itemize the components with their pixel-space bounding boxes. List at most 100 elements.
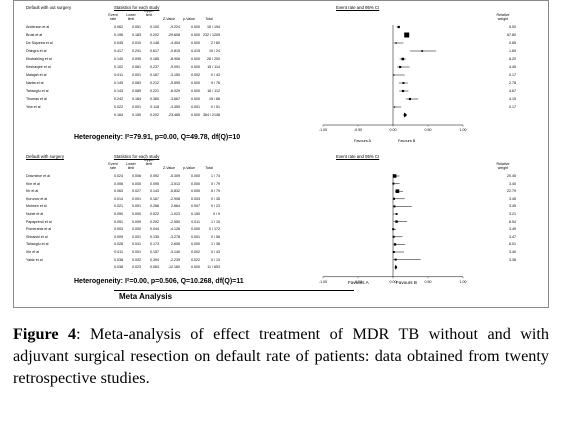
table-cell: 0.150 [191, 212, 200, 216]
divider [114, 290, 354, 291]
table-cell: 0.617 [150, 49, 159, 53]
x-tick-label: 0.50 [425, 280, 432, 284]
study-name: Mohsen et al [26, 204, 47, 209]
meta-analysis-label: Meta Analysis [119, 292, 173, 301]
table-cell: 15 / 66 [209, 97, 220, 101]
col-header-z: Z-Value [162, 17, 176, 21]
relative-weight: 0.17 [509, 105, 516, 109]
table-cell: 0.241 [132, 49, 141, 53]
table-cell: 0.006 [114, 181, 123, 186]
table-cell: -8.906 [169, 57, 180, 61]
table-cell: 0.237 [150, 65, 159, 69]
col-header-event-rate: Event rate [108, 162, 118, 170]
relative-weight: 1.69 [509, 49, 516, 53]
relative-weight: 3.40 [509, 250, 516, 254]
table-cell: 0.143 [114, 89, 123, 93]
favours-a-label: Favours A [348, 280, 369, 285]
table-cell: 364 / 2148 [203, 113, 220, 117]
study-name: Yew et al [26, 105, 41, 109]
point-estimate [392, 250, 395, 254]
table-cell: 0.051 [114, 219, 123, 224]
study-name: Tahaoglu et al [26, 89, 49, 93]
table-cell: 0.000 [132, 212, 141, 216]
relative-weight: 0.17 [509, 73, 516, 77]
study-name: Xie et al [26, 250, 39, 254]
study-name: Anderson et al [26, 25, 50, 29]
table-cell: -23.465 [167, 113, 180, 117]
table-cell: 0.062 [114, 25, 123, 29]
table-cell: 0.242 [114, 97, 123, 101]
table-cell: 0.061 [132, 65, 141, 69]
relative-weight: 8.20 [509, 57, 516, 61]
table-cell: 0.135 [150, 234, 159, 239]
relative-weight: 3.38 [509, 257, 516, 262]
table-cell: 0.041 [132, 242, 141, 247]
relative-weight: 4.45 [509, 65, 516, 69]
table-cell: -3.513 [169, 181, 180, 186]
table-cell: 0.011 [114, 250, 123, 254]
col-header-upper: Upper limit [144, 158, 154, 166]
table-cell: 2.606 [171, 242, 180, 247]
table-cell: 0.022 [150, 212, 159, 216]
study-name: Kurunov et al [26, 196, 48, 201]
table-cell: 9 / 76 [211, 81, 220, 85]
table-cell: 0.038 [114, 265, 123, 270]
table-cell: 0 / 43 [211, 73, 220, 77]
table-cell: 0.001 [132, 105, 141, 109]
table-cell: 0.212 [150, 81, 159, 85]
table-cell: -4.404 [169, 41, 180, 45]
table-cell: 0.010 [132, 41, 141, 45]
table-cell: 0.000 [191, 113, 200, 117]
table-cell: 0.044 [150, 227, 159, 232]
x-tick-label: 0.00 [390, 280, 397, 284]
caption-text: : Meta-analysis of effect treatment of M… [13, 325, 550, 387]
table-cell: 0.002 [191, 250, 200, 254]
table-cell: -9.224 [169, 25, 180, 29]
study-name: Pomerantz et al [26, 227, 52, 232]
table-cell: 0.001 [132, 234, 141, 239]
point-estimate [393, 243, 397, 246]
table-cell: 0.024 [114, 174, 123, 178]
table-cell: 0.006 [132, 174, 141, 178]
table-cell: 0.000 [191, 189, 200, 194]
heterogeneity-stats: Heterogeneity: I²=79.91, p=0.00, Q=49.78… [74, 134, 241, 141]
point-estimate [395, 213, 398, 215]
table-cell: -2.550 [169, 219, 180, 224]
study-name: Keshavjee et al [26, 65, 51, 69]
table-cell: 10 / 24 [209, 49, 220, 53]
table-cell: -1.023 [169, 212, 180, 216]
table-cell: 0.001 [132, 204, 141, 209]
table-cell: 0.000 [191, 57, 200, 61]
forest-title: Event rate and 95% CI [336, 154, 380, 159]
x-tick-label: -1.00 [319, 280, 327, 284]
table-cell: 0.202 [150, 33, 159, 37]
point-estimate [401, 89, 405, 93]
favours-a-label: Favours A [354, 139, 372, 143]
table-cell: 0.173 [150, 242, 159, 247]
table-cell: 0.167 [150, 73, 159, 77]
table-cell: 0.000 [191, 25, 200, 29]
relative-weight: 0.65 [509, 41, 516, 45]
col-header-weight: Relative weight [496, 13, 510, 21]
table-cell: 0.185 [150, 57, 159, 61]
study-name: Dravniece et al [26, 174, 50, 178]
x-tick-label: 0.50 [425, 128, 432, 132]
point-estimate [404, 32, 410, 38]
table-cell: 0.003 [191, 196, 200, 201]
x-tick-label: -0.50 [354, 280, 362, 284]
table-cell: 0.011 [114, 73, 123, 77]
table-cell: 0.202 [150, 219, 159, 224]
study-name: Yaldz et al [26, 257, 43, 262]
table-cell: 0.000 [191, 33, 200, 37]
table-cell: -5.595 [169, 81, 180, 85]
table-cell: 0.000 [191, 242, 200, 247]
study-name: Dhingra et al [26, 49, 47, 53]
table-cell: -2.908 [169, 196, 180, 201]
table-cell: 0.149 [114, 81, 123, 85]
table-cell: 0.415 [191, 49, 200, 53]
table-cell: 0.014 [114, 196, 123, 201]
col-header-lower: Lower limit [126, 162, 136, 170]
table-cell: -3.359 [169, 105, 180, 109]
table-cell: 0.095 [132, 57, 141, 61]
relative-weight: 67.80 [507, 33, 516, 37]
